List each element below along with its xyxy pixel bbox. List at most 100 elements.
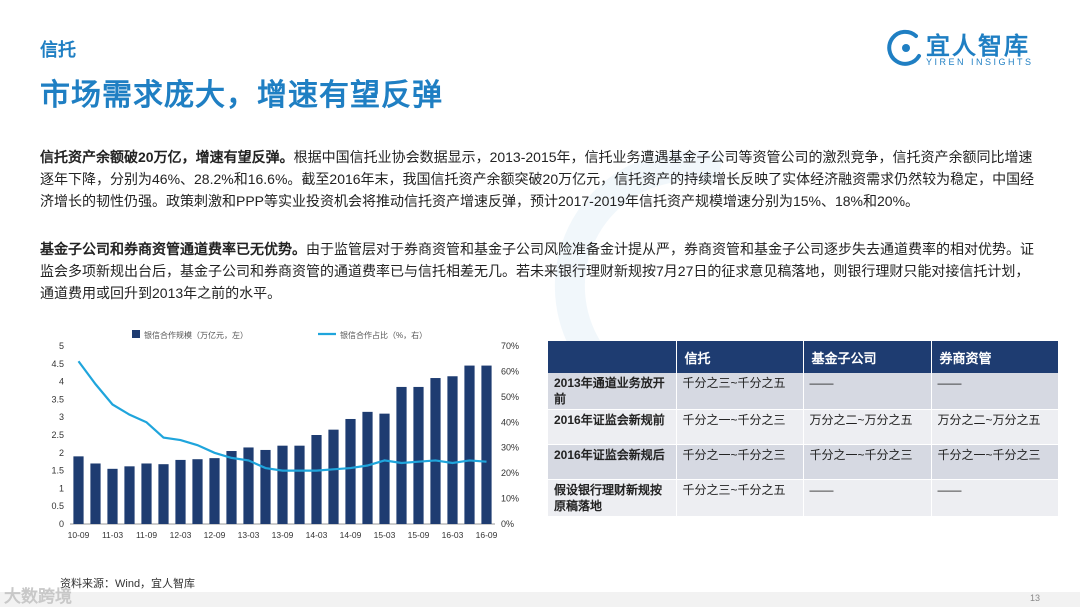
- logo-mark-icon: [887, 29, 921, 66]
- table-header-cell: 券商资管: [931, 341, 1059, 373]
- paragraph-trust-assets: 信托资产余额破20万亿，增速有望反弹。根据中国信托业协会数据显示，2013-20…: [40, 146, 1040, 212]
- bar: [413, 386, 424, 524]
- bar: [277, 445, 288, 524]
- x-tick-label: 15-03: [374, 530, 396, 540]
- bar: [396, 386, 407, 524]
- y-left-tick-label: 0: [59, 519, 64, 529]
- bar: [345, 418, 356, 524]
- logo-name: 宜人智库: [926, 33, 1030, 60]
- legend-label-bars: 银信合作规模（万亿元，左）: [144, 330, 248, 340]
- brand-logo: 宜人智库 YIREN INSIGHTS: [886, 26, 1056, 74]
- table-row-header: 假设银行理财新规按原稿落地: [548, 479, 677, 517]
- table-cell: 千分之一~千分之三: [676, 409, 804, 445]
- paragraph-lead: 信托资产余额破20万亿，增速有望反弹。: [40, 149, 294, 165]
- x-tick-label: 14-09: [340, 530, 362, 540]
- table-row: 2016年证监会新规前 千分之一~千分之三 万分之二~万分之五 万分之二~万分之…: [548, 409, 1059, 445]
- y-left-tick-label: 1: [59, 483, 64, 493]
- bar: [362, 411, 373, 524]
- x-tick-label: 12-03: [170, 530, 192, 540]
- x-tick-label: 13-03: [238, 530, 260, 540]
- bar: [464, 365, 475, 524]
- bar: [158, 464, 169, 524]
- y-right-tick-label: 50%: [501, 392, 519, 402]
- y-right-tick-label: 30%: [501, 443, 519, 453]
- bar: [73, 456, 84, 524]
- bar: [226, 451, 237, 524]
- legend-swatch-bars: [132, 330, 140, 338]
- table-cell: 千分之一~千分之三: [931, 444, 1059, 480]
- table-cell: 万分之二~万分之五: [931, 409, 1059, 445]
- table-cell: ——: [931, 373, 1059, 410]
- table-cell: 万分之二~万分之五: [803, 409, 932, 445]
- x-tick-label: 16-03: [442, 530, 464, 540]
- page-number: 13: [1029, 593, 1040, 603]
- y-left-tick-label: 3.5: [51, 394, 64, 404]
- table-header-cell: 信托: [676, 341, 804, 373]
- y-right-tick-label: 0%: [501, 519, 514, 529]
- legend-label-line: 银信合作占比（%，右）: [340, 330, 427, 340]
- table-row: 2016年证监会新规后 千分之一~千分之三 千分之一~千分之三 千分之一~千分之…: [548, 444, 1059, 480]
- bar: [430, 378, 441, 524]
- table-row-header: 2016年证监会新规前: [548, 409, 677, 445]
- bar: [175, 459, 186, 524]
- bar: [328, 429, 339, 524]
- paragraph-body: 根据中国信托业协会数据显示，2013-2015年，信托业务遭遇基金子公司等资管公…: [40, 149, 1035, 209]
- table-cell: 千分之三~千分之五: [676, 479, 804, 517]
- table-cell: ——: [803, 479, 932, 517]
- x-tick-label: 11-09: [136, 530, 157, 540]
- table-header-cell: [548, 341, 677, 373]
- bar: [481, 365, 492, 524]
- footer-bar: [0, 592, 1080, 607]
- bar: [379, 413, 390, 524]
- source-note: 资料来源：Wind，宜人智库: [60, 578, 196, 590]
- table-cell: ——: [803, 373, 932, 410]
- x-tick-label: 13-09: [272, 530, 294, 540]
- bar: [90, 463, 101, 524]
- bar: [124, 466, 135, 524]
- bar: [243, 447, 254, 524]
- page-title: 市场需求庞大，增速有望反弹: [40, 79, 443, 112]
- y-left-tick-label: 5: [59, 341, 64, 351]
- table-cell: 千分之一~千分之三: [676, 444, 804, 480]
- bar: [311, 435, 322, 524]
- x-tick-label: 16-09: [476, 530, 498, 540]
- x-tick-label: 10-09: [68, 530, 90, 540]
- table-row-header: 2016年证监会新规后: [548, 444, 677, 480]
- x-tick-label: 14-03: [306, 530, 328, 540]
- footer-watermark: 大数跨境: [4, 587, 72, 606]
- y-left-tick-label: 4: [59, 377, 64, 387]
- paragraph-body: 由于监管层对于券商资管和基金子公司风险准备金计提从严，券商资管和基金子公司逐步失…: [40, 241, 1034, 301]
- y-left-tick-label: 4.5: [51, 359, 64, 369]
- section-tag: 信托: [40, 40, 76, 60]
- y-right-tick-label: 60%: [501, 366, 519, 376]
- table-header-row: 信托 基金子公司 券商资管: [548, 341, 1059, 373]
- bar: [209, 458, 220, 524]
- y-left-tick-label: 3: [59, 412, 64, 422]
- bar: [107, 468, 118, 524]
- y-left-tick-label: 2: [59, 448, 64, 458]
- y-left-tick-label: 2.5: [51, 430, 64, 440]
- paragraph-channel-fees: 基金子公司和券商资管通道费率已无优势。由于监管层对于券商资管和基金子公司风险准备…: [40, 238, 1040, 304]
- bar: [294, 445, 305, 524]
- table-cell: 千分之一~千分之三: [803, 444, 932, 480]
- bar: [141, 463, 152, 524]
- y-left-tick-label: 0.5: [51, 501, 64, 511]
- logo-subtitle: YIREN INSIGHTS: [926, 57, 1034, 67]
- y-right-tick-label: 10%: [501, 494, 519, 504]
- table-row: 2013年通道业务放开前 千分之三~千分之五 —— ——: [548, 373, 1059, 410]
- x-tick-label: 11-03: [102, 530, 123, 540]
- y-right-tick-label: 20%: [501, 468, 519, 478]
- fee-rate-table: 信托 基金子公司 券商资管 2013年通道业务放开前 千分之三~千分之五 —— …: [548, 341, 1059, 517]
- table-header-cell: 基金子公司: [803, 341, 932, 373]
- x-tick-label: 12-09: [204, 530, 226, 540]
- y-left-tick-label: 1.5: [51, 466, 64, 476]
- series-line: [77, 360, 487, 472]
- table-row-header: 2013年通道业务放开前: [548, 373, 677, 410]
- table-cell: ——: [931, 479, 1059, 517]
- y-right-tick-label: 70%: [501, 341, 519, 351]
- bar: [447, 376, 458, 524]
- table-row: 假设银行理财新规按原稿落地 千分之三~千分之五 —— ——: [548, 479, 1059, 517]
- bank-trust-chart: 00.511.522.533.544.550%10%20%30%40%50%60…: [51, 330, 519, 540]
- bar: [192, 459, 203, 524]
- y-right-tick-label: 40%: [501, 417, 519, 427]
